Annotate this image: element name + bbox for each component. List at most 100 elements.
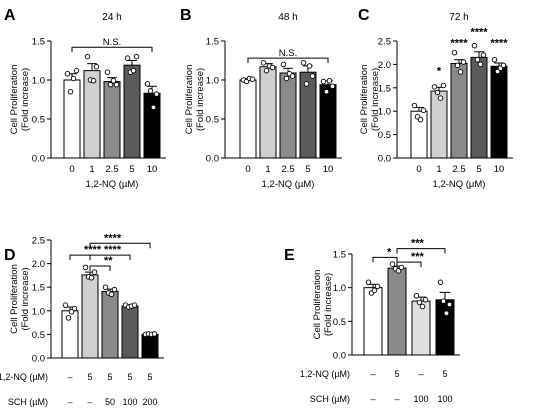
data-point (440, 298, 447, 304)
panel-letter: B (180, 7, 192, 24)
x-tick-label: 2.5 (281, 164, 294, 175)
condition-value: 5 (127, 372, 132, 382)
data-point (93, 63, 100, 70)
data-point (454, 62, 461, 69)
bar (101, 290, 119, 359)
data-point (65, 315, 72, 321)
y-tick-label: 0.0 (32, 154, 45, 165)
significance-label: **** (104, 232, 122, 244)
data-point (153, 91, 160, 97)
data-point (395, 268, 402, 274)
x-axis-label: 1,2-NQ (µM) (262, 179, 315, 190)
data-point (419, 303, 426, 310)
x-tick-label: 0 (245, 164, 250, 175)
significance-label: **** (84, 244, 102, 256)
condition-value: 5 (147, 372, 152, 382)
condition-value: 100 (122, 397, 137, 407)
y-tick-label: 1.5 (333, 250, 346, 261)
data-point (67, 88, 74, 95)
y-axis-label-line: (Fold increase) (20, 68, 31, 131)
x-tick-label: 10 (147, 164, 158, 175)
data-point (151, 331, 158, 337)
bar (103, 81, 121, 159)
data-point (260, 60, 267, 66)
y-tick-label: 0.5 (378, 130, 391, 141)
data-point (306, 63, 313, 69)
y-axis-label-line: Cell Proliferation (9, 65, 20, 135)
significance-bracket (89, 254, 131, 261)
data-point (110, 78, 117, 84)
x-tick-label: 1 (265, 164, 270, 175)
data-point (70, 75, 77, 82)
condition-value: 5 (87, 372, 92, 382)
bar (411, 300, 431, 356)
y-tick-label: 1.0 (333, 283, 346, 294)
data-point (457, 69, 464, 75)
data-point (494, 68, 501, 75)
y-tick-label: 2.5 (378, 37, 391, 48)
condition-value: 100 (413, 394, 428, 404)
data-point (144, 81, 151, 87)
significance-bracket (372, 256, 398, 263)
condition-value: 5 (107, 372, 112, 382)
data-point (90, 78, 97, 84)
data-point (437, 95, 444, 101)
data-point (411, 102, 418, 109)
condition-value: 5 (442, 369, 447, 379)
bar (81, 274, 99, 359)
panel-letter: E (284, 247, 295, 264)
significance-label: ** (104, 255, 113, 267)
data-point (289, 73, 296, 79)
bar (470, 56, 488, 159)
data-point (73, 67, 80, 74)
data-point (329, 83, 336, 89)
data-point (416, 299, 423, 306)
data-point (91, 269, 98, 275)
y-axis-label: Cell Proliferation(Fold increase) (359, 65, 381, 135)
data-point (371, 287, 378, 294)
x-tick-label: 10 (323, 164, 334, 175)
data-point (280, 61, 287, 68)
condition-value: 100 (437, 394, 452, 404)
chart-title: 48 h (278, 12, 297, 23)
significance-label: * (437, 66, 442, 78)
y-tick-label: 2.5 (32, 236, 45, 247)
significance-label: N.S. (279, 48, 297, 59)
bar (387, 267, 407, 356)
significance-label: *** (411, 238, 425, 250)
data-point (147, 88, 154, 94)
data-point (471, 42, 478, 49)
data-point (150, 104, 157, 111)
condition-value: 5 (394, 369, 399, 379)
significance-label: *** (411, 251, 425, 263)
chart-title: 24 h (102, 12, 121, 23)
data-point (413, 292, 420, 299)
data-point (320, 78, 327, 85)
y-tick-label: 0.0 (32, 354, 45, 365)
data-point (500, 62, 507, 69)
x-tick-label: 2.5 (105, 164, 118, 175)
data-point (131, 302, 138, 308)
data-point (389, 261, 396, 267)
significance-bracket (396, 261, 422, 268)
y-axis-label: Cell Proliferation(Fold increase) (312, 270, 334, 340)
data-point (102, 284, 109, 290)
data-point (440, 82, 447, 89)
x-tick-label: 1 (89, 164, 94, 175)
significance-label: **** (450, 38, 468, 50)
y-tick-label: 0.0 (206, 154, 219, 165)
condition-value: – (67, 372, 72, 382)
bar (141, 333, 159, 359)
y-tick-label: 1.5 (32, 283, 45, 294)
condition-value: – (87, 397, 92, 407)
data-point (460, 59, 467, 65)
condition-value: 50 (105, 397, 115, 407)
y-axis-label-line: Cell Proliferation (9, 264, 20, 334)
bar (259, 66, 277, 159)
significance-label: **** (104, 244, 122, 256)
x-tick-label: 0 (69, 164, 74, 175)
bar (319, 84, 337, 159)
condition-row-label: 1,2-NQ (µM) (0, 372, 48, 382)
